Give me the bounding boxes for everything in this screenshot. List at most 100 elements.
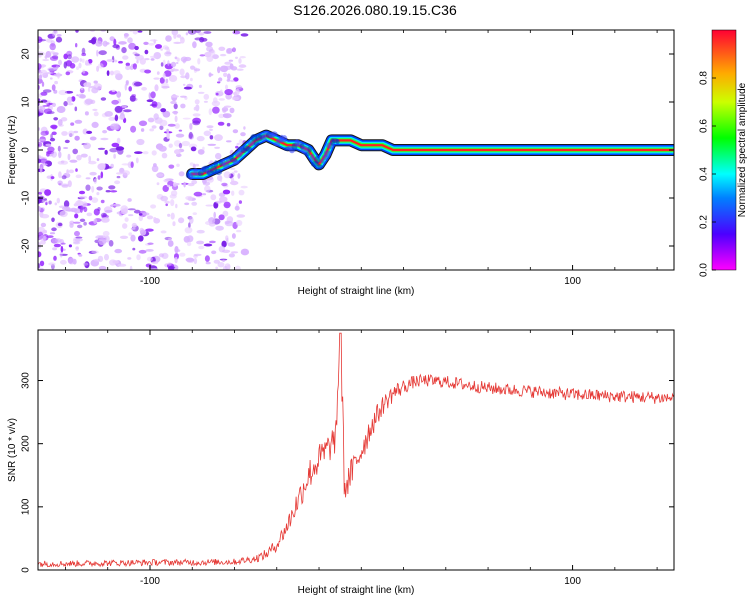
snr-series-line	[38, 332, 674, 568]
y-tick-label: 0	[21, 147, 32, 153]
noise-dot	[41, 163, 48, 166]
noise-dot	[110, 70, 114, 76]
noise-dot	[84, 98, 93, 105]
noise-dot	[100, 171, 104, 179]
spectrogram-frame	[37, 29, 675, 271]
noise-dot	[150, 58, 155, 61]
noise-dot	[38, 74, 43, 80]
noise-dot	[226, 237, 229, 245]
noise-dot	[232, 47, 236, 53]
noise-dot	[49, 56, 59, 61]
noise-dot	[197, 58, 201, 65]
noise-dot	[127, 37, 133, 44]
noise-dot	[82, 262, 89, 266]
noise-dot	[183, 181, 186, 188]
noise-dot	[69, 222, 74, 228]
noise-dot	[39, 260, 45, 267]
noise-dot	[218, 192, 226, 198]
noise-dot	[235, 56, 238, 59]
noise-dot	[122, 223, 128, 229]
noise-dot	[225, 140, 232, 143]
noise-dot	[239, 56, 246, 59]
noise-dot	[220, 53, 227, 57]
noise-dot	[87, 59, 93, 64]
noise-dot	[38, 263, 41, 269]
noise-dot	[96, 65, 100, 72]
noise-dot	[123, 109, 132, 113]
noise-dot	[132, 247, 136, 251]
noise-dot	[77, 224, 83, 229]
colorbar: 0.0 0.2 0.4 0.6 0.8 Normalized spectral ampl…	[699, 29, 748, 277]
noise-dot	[74, 230, 80, 237]
noise-dot	[221, 240, 227, 248]
noise-dot	[229, 107, 235, 114]
noise-dot	[63, 147, 69, 149]
noise-dot	[223, 105, 232, 108]
noise-dot	[51, 102, 57, 107]
noise-dot	[167, 123, 176, 127]
noise-dot	[38, 63, 42, 70]
noise-dot	[40, 214, 50, 219]
noise-dot	[168, 75, 178, 82]
noise-dot	[98, 63, 104, 69]
noise-dot	[222, 199, 226, 203]
noise-dot	[222, 189, 231, 195]
noise-dot	[97, 255, 104, 263]
noise-dot	[72, 241, 81, 245]
colorbar-tick-label: 0.2	[699, 215, 710, 229]
noise-dot	[48, 262, 56, 266]
noise-dot	[127, 257, 132, 260]
noise-dot	[160, 195, 168, 202]
noise-dot	[113, 38, 117, 46]
noise-dot	[161, 152, 168, 159]
noise-dot	[159, 119, 168, 127]
noise-dot	[155, 173, 164, 177]
noise-dot	[95, 40, 103, 47]
noise-dot	[122, 170, 130, 176]
ridge-halo-dot	[261, 134, 267, 142]
noise-dot	[56, 106, 66, 113]
noise-dot	[75, 174, 82, 179]
noise-dot	[60, 183, 69, 187]
noise-dot	[67, 102, 74, 106]
noise-dot	[243, 126, 246, 130]
noise-dot	[138, 235, 144, 242]
noise-dot	[159, 125, 164, 131]
noise-dot	[74, 213, 79, 219]
noise-dot	[74, 135, 80, 141]
noise-dot	[215, 92, 219, 96]
noise-dot	[145, 249, 154, 252]
noise-dot	[219, 175, 223, 183]
noise-dot	[174, 115, 178, 123]
noise-dot	[76, 94, 79, 97]
noise-dot	[136, 254, 141, 261]
noise-dot	[168, 164, 175, 169]
noise-dot	[76, 154, 82, 161]
noise-dot	[133, 81, 143, 87]
noise-dot	[70, 122, 75, 126]
noise-dot	[113, 59, 118, 63]
noise-dot	[96, 186, 103, 191]
noise-dot	[82, 69, 86, 74]
ridge-halo-dot	[310, 154, 315, 162]
noise-dot	[185, 257, 195, 262]
noise-dot	[218, 46, 226, 51]
colorbar-ticks: 0.0 0.2 0.4 0.6 0.8	[699, 71, 716, 277]
ridge-halo-dot	[245, 146, 252, 152]
noise-dot	[238, 64, 247, 68]
noise-dot	[85, 177, 91, 180]
noise-dot	[185, 32, 189, 36]
noise-dot	[187, 196, 193, 201]
noise-dot	[165, 35, 172, 42]
noise-dot	[115, 146, 125, 151]
noise-dot	[217, 66, 221, 74]
y-tick-label: -20	[21, 238, 32, 253]
noise-dot	[88, 195, 93, 201]
noise-dot	[116, 137, 121, 144]
noise-dot	[238, 189, 245, 196]
noise-dot	[68, 244, 72, 248]
noise-dot	[68, 169, 75, 174]
noise-dot	[96, 192, 100, 196]
snr-frame	[37, 329, 675, 571]
noise-dot	[140, 128, 145, 132]
